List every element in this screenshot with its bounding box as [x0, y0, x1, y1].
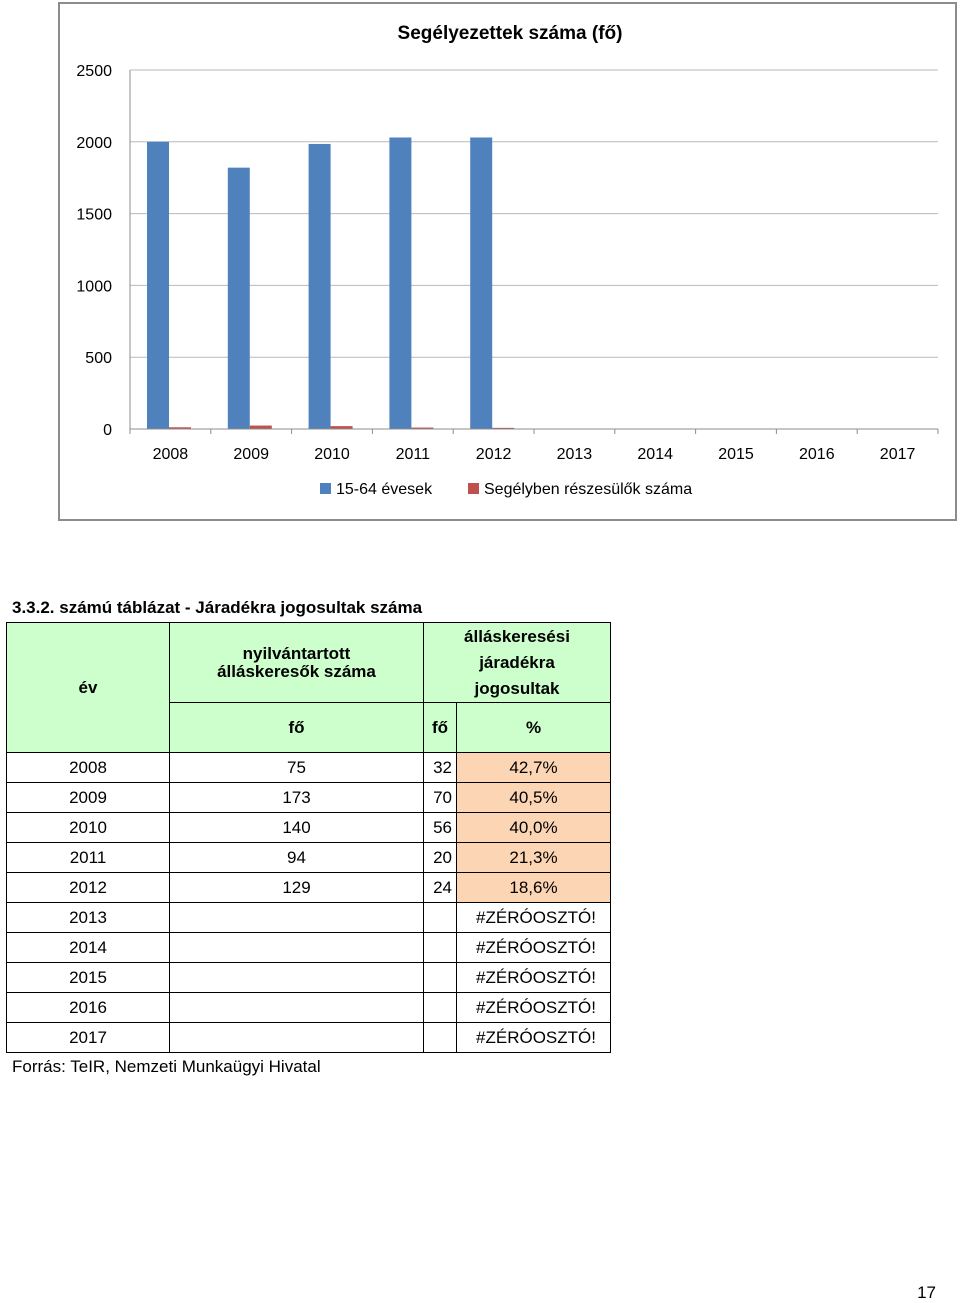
bar-chart: Segélyezettek száma (fő) 0 500 1000 1500 200… [76, 23, 939, 498]
cell-percent: #ZÉRÓOSZTÓ! [456, 902, 611, 933]
chart-title: Segélyezettek száma (fő) [398, 23, 623, 44]
bar-recipients [411, 427, 434, 429]
unit-eligible: fő [423, 702, 457, 753]
cell-year: 2015 [6, 962, 170, 993]
cell-registered [169, 1022, 424, 1053]
bar-population [308, 143, 331, 430]
cell-eligible: 24 [423, 872, 457, 903]
cell-eligible [423, 992, 457, 1023]
cell-percent: 42,7% [456, 752, 611, 783]
y-tick-label: 2500 [76, 63, 112, 80]
cell-eligible: 56 [423, 812, 457, 843]
x-tick-label: 2009 [233, 446, 269, 463]
cell-percent: #ZÉRÓOSZTÓ! [456, 962, 611, 993]
x-tick-label: 2017 [880, 446, 916, 463]
bar-recipients [330, 426, 353, 429]
cell-registered: 129 [169, 872, 424, 903]
cell-eligible [423, 932, 457, 963]
cell-registered: 75 [169, 752, 424, 783]
legend-swatch [468, 483, 479, 494]
cell-year: 2011 [6, 842, 170, 873]
bar-population [470, 137, 493, 429]
cell-eligible: 32 [423, 752, 457, 783]
chart-frame: Segélyezettek száma (fő) 0 500 1000 1500 200… [58, 2, 957, 521]
table-row: 2011 94 20 21,3% [6, 842, 611, 873]
x-tick-label: 2011 [396, 446, 431, 463]
cell-year: 2009 [6, 782, 170, 813]
cell-year: 2016 [6, 992, 170, 1023]
table-caption: 3.3.2. számú táblázat - Járadékra jogosu… [12, 598, 423, 617]
bar-recipients [249, 425, 272, 429]
cell-registered [169, 902, 424, 933]
cell-percent: 40,0% [456, 812, 611, 843]
table-row: 2008 75 32 42,7% [6, 752, 611, 783]
y-tick-label: 500 [85, 350, 112, 367]
table-row: 2017 #ZÉRÓOSZTÓ! [6, 1022, 611, 1053]
cell-eligible: 70 [423, 782, 457, 813]
cell-percent: #ZÉRÓOSZTÓ! [456, 992, 611, 1023]
cell-registered [169, 962, 424, 993]
y-tick-label: 0 [103, 422, 112, 439]
cell-year: 2013 [6, 902, 170, 933]
bar-population [389, 137, 412, 429]
table-row: 2015 #ZÉRÓOSZTÓ! [6, 962, 611, 993]
y-tick-label: 1500 [76, 207, 112, 224]
data-table: év nyilvántartott álláskeresők száma áll… [6, 622, 611, 1053]
cell-percent: 18,6% [456, 872, 611, 903]
bar-population [227, 167, 250, 429]
cell-year: 2008 [6, 752, 170, 783]
header-eligible: álláskeresési járadékra jogosultak [423, 622, 611, 703]
source-note: Forrás: TeIR, Nemzeti Munkaügyi Hivatal [12, 1057, 321, 1076]
x-tick-label: 2015 [718, 446, 754, 463]
cell-eligible: 20 [423, 842, 457, 873]
table-row: 2013 #ZÉRÓOSZTÓ! [6, 902, 611, 933]
table-row: 2009 173 70 40,5% [6, 782, 611, 813]
cell-percent: 40,5% [456, 782, 611, 813]
cell-percent: #ZÉRÓOSZTÓ! [456, 1022, 611, 1053]
cell-year: 2012 [6, 872, 170, 903]
table-row: 2010 140 56 40,0% [6, 812, 611, 843]
cell-year: 2017 [6, 1022, 170, 1053]
cell-eligible [423, 902, 457, 933]
x-tick-label: 2008 [153, 446, 189, 463]
legend-swatch [320, 483, 331, 494]
cell-registered: 173 [169, 782, 424, 813]
table-row: 2016 #ZÉRÓOSZTÓ! [6, 992, 611, 1023]
bar-recipients [492, 427, 515, 429]
unit-percent: % [456, 702, 611, 753]
cell-percent: 21,3% [456, 842, 611, 873]
table-row: 2012 129 24 18,6% [6, 872, 611, 903]
bar-recipients [169, 427, 191, 429]
cell-percent: #ZÉRÓOSZTÓ! [456, 932, 611, 963]
x-tick-label: 2016 [799, 446, 835, 463]
header-registered: nyilvántartott álláskeresők száma [169, 622, 424, 703]
table-row: 2014 #ZÉRÓOSZTÓ! [6, 932, 611, 963]
cell-eligible [423, 962, 457, 993]
cell-registered: 94 [169, 842, 424, 873]
cell-eligible [423, 1022, 457, 1053]
cell-registered [169, 932, 424, 963]
cell-year: 2010 [6, 812, 170, 843]
unit-registered: fő [169, 702, 424, 753]
cell-registered: 140 [169, 812, 424, 843]
y-tick-label: 1000 [76, 278, 112, 295]
cell-registered [169, 992, 424, 1023]
bar-population [147, 141, 169, 430]
x-tick-label: 2013 [557, 446, 593, 463]
cell-year: 2014 [6, 932, 170, 963]
header-year: év [6, 622, 170, 753]
legend-label: 15-64 évesek [336, 481, 433, 498]
x-tick-label: 2010 [314, 446, 350, 463]
legend-label: Segélyben részesülők száma [484, 481, 692, 498]
y-tick-label: 2000 [76, 135, 112, 152]
x-tick-label: 2012 [476, 446, 512, 463]
page-number: 17 [917, 1283, 936, 1302]
x-tick-label: 2014 [637, 446, 673, 463]
